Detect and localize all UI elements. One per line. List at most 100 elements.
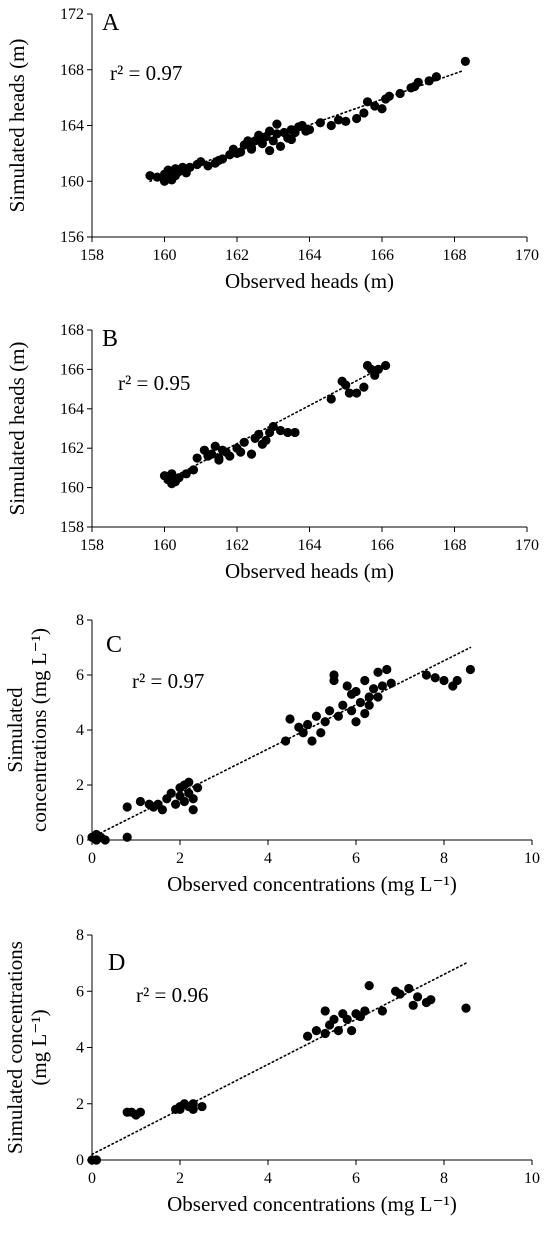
r-squared-annotation: r² = 0.97 xyxy=(132,669,204,693)
data-point xyxy=(174,473,184,483)
y-axis-title: (mg L⁻¹) xyxy=(27,1009,51,1085)
data-point xyxy=(381,360,391,371)
data-point xyxy=(395,88,405,99)
data-point xyxy=(122,802,132,812)
y-axis-title: Simulated heads (m) xyxy=(5,342,29,516)
data-point xyxy=(347,689,357,699)
data-point xyxy=(283,427,293,438)
data-point xyxy=(338,700,348,710)
x-tick-label: 4 xyxy=(264,850,272,867)
data-point xyxy=(326,394,336,404)
data-point xyxy=(344,388,354,398)
y-tick-label: 6 xyxy=(76,667,84,684)
data-point xyxy=(373,364,383,374)
data-point xyxy=(320,1006,330,1016)
data-point xyxy=(329,670,339,680)
y-tick-label: 166 xyxy=(60,361,84,378)
data-point xyxy=(395,989,405,999)
data-point xyxy=(167,469,177,479)
y-tick-label: 2 xyxy=(76,1096,84,1113)
x-tick-label: 10 xyxy=(524,1170,540,1187)
data-point xyxy=(333,115,344,125)
panel-label: B xyxy=(102,326,118,352)
data-point xyxy=(303,1031,313,1041)
x-tick-label: 160 xyxy=(153,537,177,554)
r-squared-annotation: r² = 0.96 xyxy=(136,983,208,1007)
data-point xyxy=(333,1026,343,1036)
data-point xyxy=(188,805,198,815)
data-point xyxy=(351,717,361,727)
data-point xyxy=(364,692,374,702)
data-point xyxy=(364,981,374,991)
x-axis-title: Observed heads (m) xyxy=(225,269,394,293)
data-point xyxy=(163,165,173,175)
data-point xyxy=(207,449,217,459)
data-point xyxy=(214,155,224,165)
x-tick-label: 158 xyxy=(80,247,104,264)
data-point xyxy=(268,136,278,146)
y-axis-title: Simulated heads (m) xyxy=(5,39,29,213)
data-point xyxy=(181,469,191,479)
data-point xyxy=(157,805,167,815)
x-tick-label: 4 xyxy=(264,1170,272,1187)
x-tick-label: 168 xyxy=(443,537,467,554)
data-point xyxy=(272,129,282,139)
trendline xyxy=(91,646,472,839)
data-point xyxy=(452,675,462,686)
data-point xyxy=(100,835,110,845)
x-tick-label: 2 xyxy=(176,1170,184,1187)
x-tick-label: 0 xyxy=(88,850,96,867)
data-point xyxy=(135,1107,145,1117)
data-point xyxy=(421,670,431,680)
data-point xyxy=(377,681,387,691)
data-point xyxy=(377,1006,387,1016)
y-tick-label: 158 xyxy=(60,519,84,536)
data-point xyxy=(408,1000,418,1010)
x-axis-title: Observed concentrations (mg L⁻¹) xyxy=(167,1192,457,1216)
data-point xyxy=(152,172,162,182)
y-tick-label: 160 xyxy=(60,173,84,190)
data-point xyxy=(377,104,387,114)
data-point xyxy=(325,706,335,716)
y-tick-label: 8 xyxy=(76,927,84,944)
x-tick-label: 164 xyxy=(298,247,322,264)
data-point xyxy=(272,119,282,129)
data-point xyxy=(210,441,220,451)
data-point xyxy=(431,72,441,82)
data-point xyxy=(315,118,325,128)
data-point xyxy=(239,437,249,447)
y-axis-title: Simulated concentrations xyxy=(3,941,27,1154)
data-point xyxy=(413,992,423,1002)
data-point xyxy=(460,56,470,66)
data-point xyxy=(135,796,145,807)
data-point xyxy=(167,479,177,489)
data-point xyxy=(426,995,436,1005)
data-point xyxy=(232,148,242,158)
data-point xyxy=(424,76,434,86)
chart-panel-d: 0 2 4 6 8 0 2 4 6 8 10 Dr² = 0.96 Observed concentra… xyxy=(3,927,540,1216)
x-tick-label: 8 xyxy=(440,1170,448,1187)
x-tick-label: 162 xyxy=(225,537,249,554)
data-point xyxy=(381,94,391,104)
data-point xyxy=(170,164,180,174)
data-point xyxy=(281,736,291,746)
data-point xyxy=(347,1026,357,1036)
data-point xyxy=(370,101,380,111)
y-axis-title: concentrations (mg L⁻¹) xyxy=(27,628,51,832)
data-point xyxy=(188,465,199,475)
data-point xyxy=(243,136,253,146)
data-point xyxy=(268,421,278,432)
data-point xyxy=(359,382,369,392)
data-point xyxy=(355,697,365,708)
y-tick-label: 172 xyxy=(60,6,84,23)
data-point xyxy=(184,777,194,787)
y-tick-label: 4 xyxy=(76,1040,84,1057)
data-point xyxy=(303,719,313,730)
data-point xyxy=(342,1014,352,1024)
data-point xyxy=(430,673,440,683)
y-axis-title: Simulated xyxy=(3,687,27,773)
data-point xyxy=(352,388,362,398)
r-squared-annotation: r² = 0.95 xyxy=(118,371,190,395)
x-tick-label: 160 xyxy=(153,247,177,264)
